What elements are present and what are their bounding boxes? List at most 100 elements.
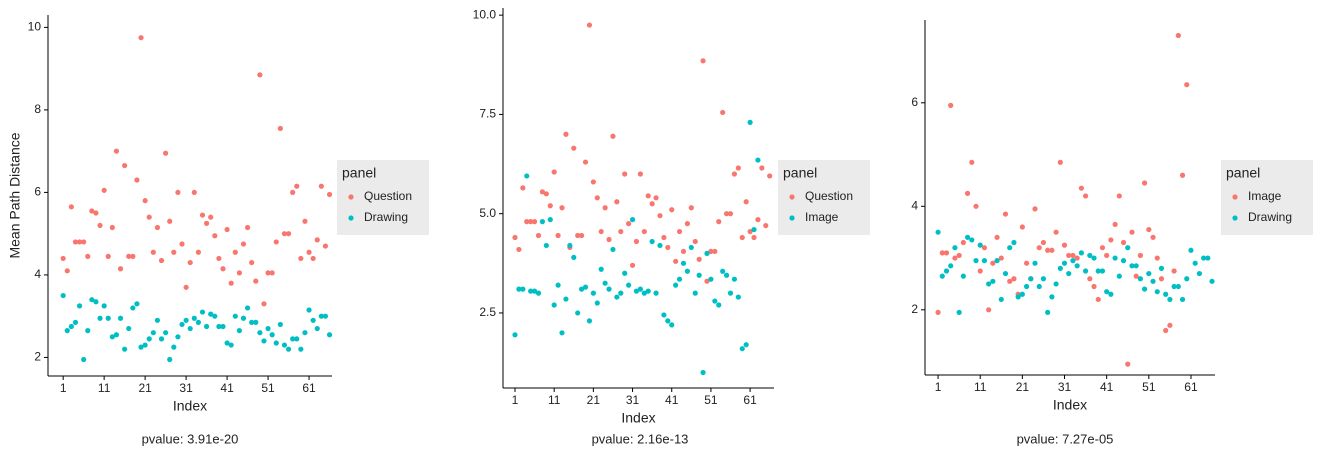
point (1087, 252, 1093, 259)
x-tick-label: 41 (1100, 380, 1114, 394)
point (76, 239, 83, 245)
x-tick-label: 61 (302, 381, 316, 395)
point (130, 253, 136, 259)
point (1095, 296, 1101, 303)
point (1133, 273, 1139, 279)
point (743, 199, 749, 205)
point (594, 195, 600, 201)
point (645, 288, 651, 294)
point (571, 254, 577, 260)
y-tick-label: 10 (28, 20, 42, 34)
point (700, 58, 706, 64)
point (249, 259, 255, 266)
point (684, 268, 691, 274)
point (232, 313, 238, 319)
point (716, 219, 722, 225)
point (1120, 239, 1127, 246)
point (113, 332, 120, 338)
point (1184, 82, 1190, 88)
point (261, 338, 267, 344)
point (594, 300, 600, 306)
legend-label: Image (1248, 189, 1282, 203)
point (575, 310, 581, 316)
point (977, 242, 983, 248)
point (990, 278, 996, 284)
point (322, 243, 329, 249)
point (1053, 281, 1059, 287)
point (688, 244, 694, 251)
x-tick-label: 61 (1184, 380, 1198, 394)
point (964, 190, 971, 196)
point (579, 232, 585, 239)
point (1188, 247, 1194, 253)
point (747, 119, 753, 125)
legend-title: panel (1226, 165, 1260, 181)
legend-label: Drawing (364, 210, 408, 224)
point (712, 298, 718, 304)
point (1023, 283, 1030, 290)
point (1045, 247, 1051, 253)
point (1019, 291, 1025, 297)
point (228, 342, 234, 348)
point (105, 315, 111, 321)
point (731, 171, 738, 177)
point (727, 290, 734, 296)
point (298, 255, 304, 262)
x-tick-label: 1 (512, 393, 519, 407)
point (1074, 255, 1080, 261)
point (528, 219, 534, 225)
point (1007, 245, 1013, 251)
point (101, 187, 107, 193)
point (977, 268, 983, 274)
y-tick-label: 5.0 (479, 206, 496, 220)
point (216, 255, 222, 262)
point (269, 270, 275, 276)
point (89, 208, 95, 214)
point (167, 356, 173, 363)
point (1049, 294, 1055, 300)
point (1082, 193, 1089, 199)
point (559, 330, 565, 336)
point (1116, 193, 1122, 199)
point (708, 276, 714, 282)
point (661, 312, 667, 318)
point (696, 256, 702, 262)
point (1150, 234, 1156, 240)
point (199, 212, 206, 218)
point (575, 232, 581, 239)
x-axis-label: Index (173, 398, 207, 414)
point (743, 342, 749, 348)
caption: pvalue: 3.91e-20 (142, 431, 239, 446)
point (956, 252, 962, 259)
y-tick-label: 4 (911, 198, 918, 212)
point (1112, 255, 1118, 261)
x-tick-label: 11 (548, 393, 561, 407)
point (1137, 276, 1143, 282)
point (731, 276, 738, 282)
point (960, 273, 966, 279)
point (641, 290, 647, 296)
point (1171, 268, 1177, 274)
point (935, 229, 941, 235)
point (716, 302, 722, 308)
point (154, 317, 161, 323)
point (629, 217, 636, 223)
point (763, 222, 769, 229)
x-tick-label: 21 (138, 381, 152, 395)
point (236, 270, 242, 276)
x-tick-label: 61 (743, 393, 757, 407)
point (163, 150, 169, 156)
point (257, 330, 263, 336)
point (720, 109, 726, 116)
point (89, 297, 95, 303)
point (948, 102, 954, 108)
point (314, 237, 320, 243)
point (1158, 276, 1165, 282)
legend-label: Image (805, 210, 839, 224)
point (680, 260, 687, 266)
point (969, 159, 975, 165)
point (130, 305, 136, 311)
point (1036, 283, 1042, 290)
point (236, 328, 242, 334)
point (1036, 245, 1042, 251)
